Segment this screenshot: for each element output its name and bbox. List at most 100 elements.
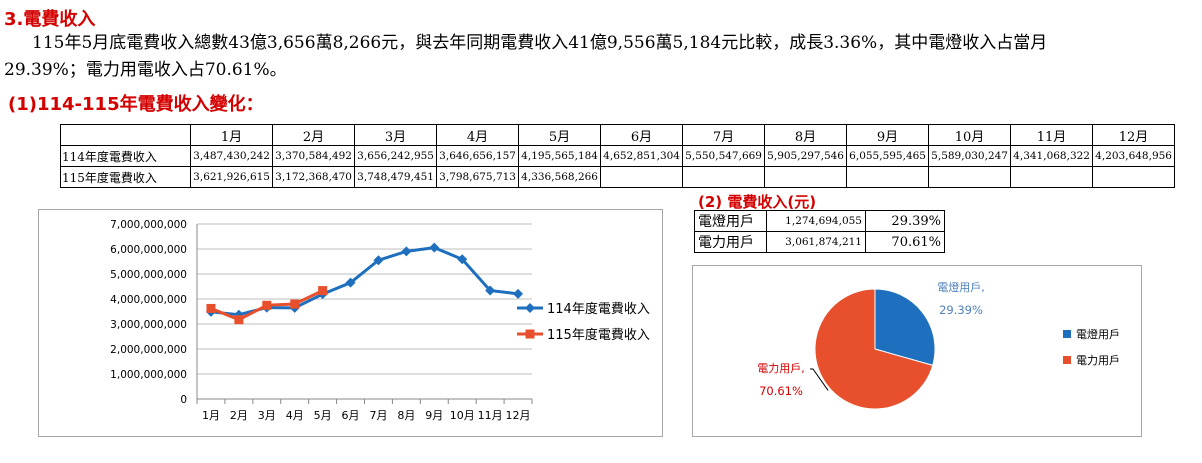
- x-tick-label: 12月: [506, 409, 531, 422]
- summary-line-1: 115年5月底電費收入總數43億3,656萬8,266元，與去年同期電費收入41…: [32, 33, 1048, 53]
- data-point: [262, 300, 272, 310]
- summary-line-2: 29.39%；電力用電收入占70.61%。: [4, 60, 287, 80]
- month-header: 6月: [600, 124, 683, 146]
- table-cell: 3,487,430,242: [190, 145, 273, 167]
- data-point: [234, 315, 244, 325]
- table-cell: [764, 166, 847, 188]
- table-cell: 5,550,547,669: [682, 145, 765, 167]
- table-cell: 5,589,030,247: [928, 145, 1011, 167]
- y-tick-label: 2,000,000,000: [110, 344, 187, 356]
- legend-label: 電力用戶: [1076, 354, 1120, 367]
- percent-cell: 29.39%: [865, 210, 945, 232]
- legend-marker: [525, 303, 535, 313]
- table-cell: 3,172,368,470: [272, 166, 355, 188]
- data-point: [345, 277, 356, 288]
- table-cell: 3,798,675,713: [436, 166, 519, 188]
- row-label: 115年度電費收入: [60, 166, 191, 188]
- x-tick-label: 2月: [230, 409, 248, 422]
- line-chart-panel: 0 1,000,000,000 2,000,000,000 3,000,000,000…: [38, 209, 663, 437]
- section-1-title: (1)114-115年電費收入變化：: [8, 94, 264, 115]
- amount-cell: 3,061,874,211: [766, 231, 866, 253]
- row-label: 114年度電費收入: [60, 145, 191, 167]
- pie-chart-panel: 電燈用戶, 29.39% 電燈用戶 電力用戶, 70.61% 電力用戶: [692, 265, 1142, 437]
- table-cell: [846, 166, 929, 188]
- x-tick-label: 9月: [425, 409, 443, 422]
- row-label: 電力用戶: [694, 231, 767, 253]
- y-tick-label: 7,000,000,000: [110, 219, 187, 231]
- month-header: 7月: [682, 124, 765, 146]
- data-point: [513, 288, 524, 299]
- table-cell: 4,652,851,304: [600, 145, 683, 167]
- table-header-row: 1月 2月 3月 4月 5月 6月 7月 8月 9月 10月 11月 12月: [60, 124, 1175, 146]
- table-cell: 4,195,565,184: [518, 145, 601, 167]
- table-cell: 4,341,068,322: [1010, 145, 1093, 167]
- section-2-title: (2) 電費收入(元): [698, 193, 817, 211]
- pie-slice: [814, 288, 934, 410]
- y-tick-label: 3,000,000,000: [110, 319, 187, 331]
- monthly-revenue-table: 1月 2月 3月 4月 5月 6月 7月 8月 9月 10月 11月 12月 1…: [60, 124, 1175, 188]
- data-point: [290, 299, 300, 309]
- month-header: 11月: [1010, 124, 1093, 146]
- data-point: [485, 285, 496, 296]
- month-header: 5月: [518, 124, 601, 146]
- table-cell: 3,656,242,955: [354, 145, 437, 167]
- table-cell: [682, 166, 765, 188]
- month-header: 2月: [272, 124, 355, 146]
- legend-label: 電燈用戶: [1076, 327, 1120, 341]
- x-tick-label: 10月: [450, 409, 475, 422]
- series-line: [210, 246, 519, 317]
- revenue-split-table: 電燈用戶 1,274,694,055 29.39% 電力用戶 3,061,874…: [694, 210, 945, 253]
- y-tick-label: 6,000,000,000: [110, 244, 187, 256]
- legend-marker: [525, 329, 535, 339]
- table-cell: [928, 166, 1011, 188]
- x-tick-label: 4月: [286, 409, 304, 422]
- table-cell: 3,748,479,451: [354, 166, 437, 188]
- month-header: 4月: [436, 124, 519, 146]
- summary-paragraph: 115年5月底電費收入總數43億3,656萬8,266元，與去年同期電費收入41…: [4, 30, 1194, 84]
- table-cell: [1092, 166, 1175, 188]
- table-row: 115年度電費收入 3,621,926,615 3,172,368,470 3,…: [60, 166, 1175, 188]
- x-tick-label: 6月: [342, 409, 360, 422]
- month-header: 9月: [846, 124, 929, 146]
- month-header: 1月: [190, 124, 273, 146]
- row-label: 電燈用戶: [694, 210, 767, 232]
- legend-label: 114年度電費收入: [547, 301, 650, 317]
- table-row: 114年度電費收入 3,487,430,242 3,370,584,492 3,…: [60, 145, 1175, 167]
- data-point: [429, 242, 440, 253]
- x-tick-label: 7月: [369, 409, 387, 422]
- data-point: [401, 246, 412, 257]
- x-tick-label: 11月: [478, 409, 503, 422]
- data-point: [206, 303, 216, 313]
- table-cell: 3,370,584,492: [272, 145, 355, 167]
- x-tick-label: 3月: [258, 409, 276, 422]
- x-tick-label: 5月: [314, 409, 332, 422]
- table-row: 電燈用戶 1,274,694,055 29.39%: [694, 210, 945, 232]
- table-cell: [600, 166, 683, 188]
- y-tick-label: 4,000,000,000: [110, 294, 187, 306]
- table-cell: 5,905,297,546: [764, 145, 847, 167]
- x-tick-label: 8月: [397, 409, 415, 422]
- month-header: 12月: [1092, 124, 1175, 146]
- table-cell: 4,336,568,266: [518, 166, 601, 188]
- table-cell: [1010, 166, 1093, 188]
- table-row: 電力用戶 3,061,874,211 70.61%: [694, 231, 945, 253]
- legend-swatch: [1063, 356, 1071, 364]
- pie-slice: [874, 288, 936, 366]
- pie-label-name: 電燈用戶,: [937, 280, 985, 294]
- table-cell: 4,203,648,956: [1092, 145, 1175, 167]
- month-header: 3月: [354, 124, 437, 146]
- month-header: 8月: [764, 124, 847, 146]
- percent-cell: 70.61%: [865, 231, 945, 253]
- month-header: 10月: [928, 124, 1011, 146]
- pie-label-value: 70.61%: [759, 384, 803, 398]
- amount-cell: 1,274,694,055: [766, 210, 866, 232]
- pie-label-value: 29.39%: [939, 303, 983, 317]
- section-heading: 3.電費收入: [4, 9, 96, 30]
- table-cell: 3,646,656,157: [436, 145, 519, 167]
- legend-swatch: [1063, 330, 1071, 338]
- data-point: [318, 286, 328, 296]
- y-tick-label: 1,000,000,000: [110, 369, 187, 381]
- x-tick-label: 1月: [202, 409, 220, 422]
- table-cell: 3,621,926,615: [190, 166, 273, 188]
